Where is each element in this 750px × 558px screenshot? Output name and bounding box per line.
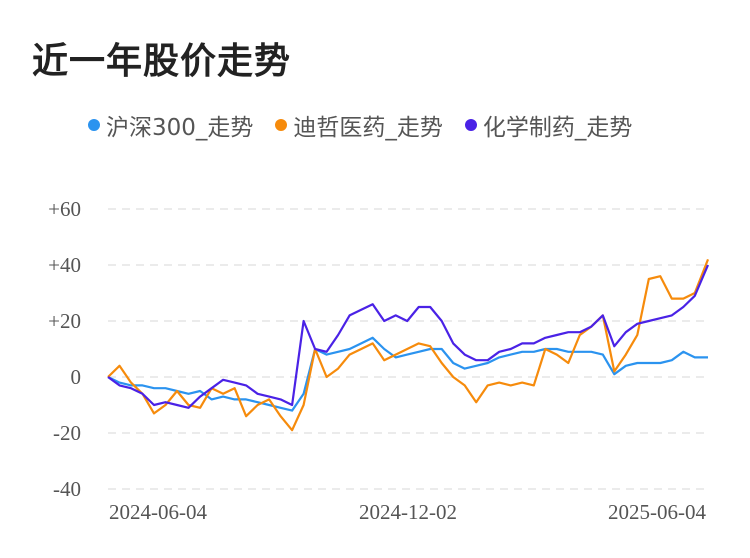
y-tick-label: 0 xyxy=(71,365,82,389)
legend-item-dizal[interactable]: 迪哲医药_走势 xyxy=(275,108,443,142)
legend-label: 化学制药_走势 xyxy=(482,115,633,141)
legend-label: 沪深300_走势 xyxy=(106,115,254,141)
series-line-2 xyxy=(107,264,710,409)
legend-marker-icon xyxy=(275,119,288,131)
y-tick-label: -20 xyxy=(53,421,81,445)
x-tick-label: 2024-12-02 xyxy=(359,500,457,524)
x-tick-label: 2024-06-04 xyxy=(109,500,207,524)
series-line-1 xyxy=(107,258,710,432)
x-tick-label: 2025-06-04 xyxy=(608,500,706,524)
y-tick-label: +20 xyxy=(48,309,81,333)
legend-marker-icon xyxy=(464,119,477,131)
legend-item-hs300[interactable]: 沪深300_走势 xyxy=(88,108,253,142)
y-tick-label: -40 xyxy=(53,477,81,501)
legend-marker-icon xyxy=(88,119,100,131)
chart-title: 近一年股价走势 xyxy=(32,41,292,82)
y-tick-label: +40 xyxy=(48,253,81,277)
y-tick-label: +60 xyxy=(48,197,81,221)
legend: 沪深300_走势 迪哲医药_走势 化学制药_走势 xyxy=(88,108,632,142)
legend-label: 迪哲医药_走势 xyxy=(293,115,443,141)
legend-item-chem-pharma[interactable]: 化学制药_走势 xyxy=(464,108,633,142)
